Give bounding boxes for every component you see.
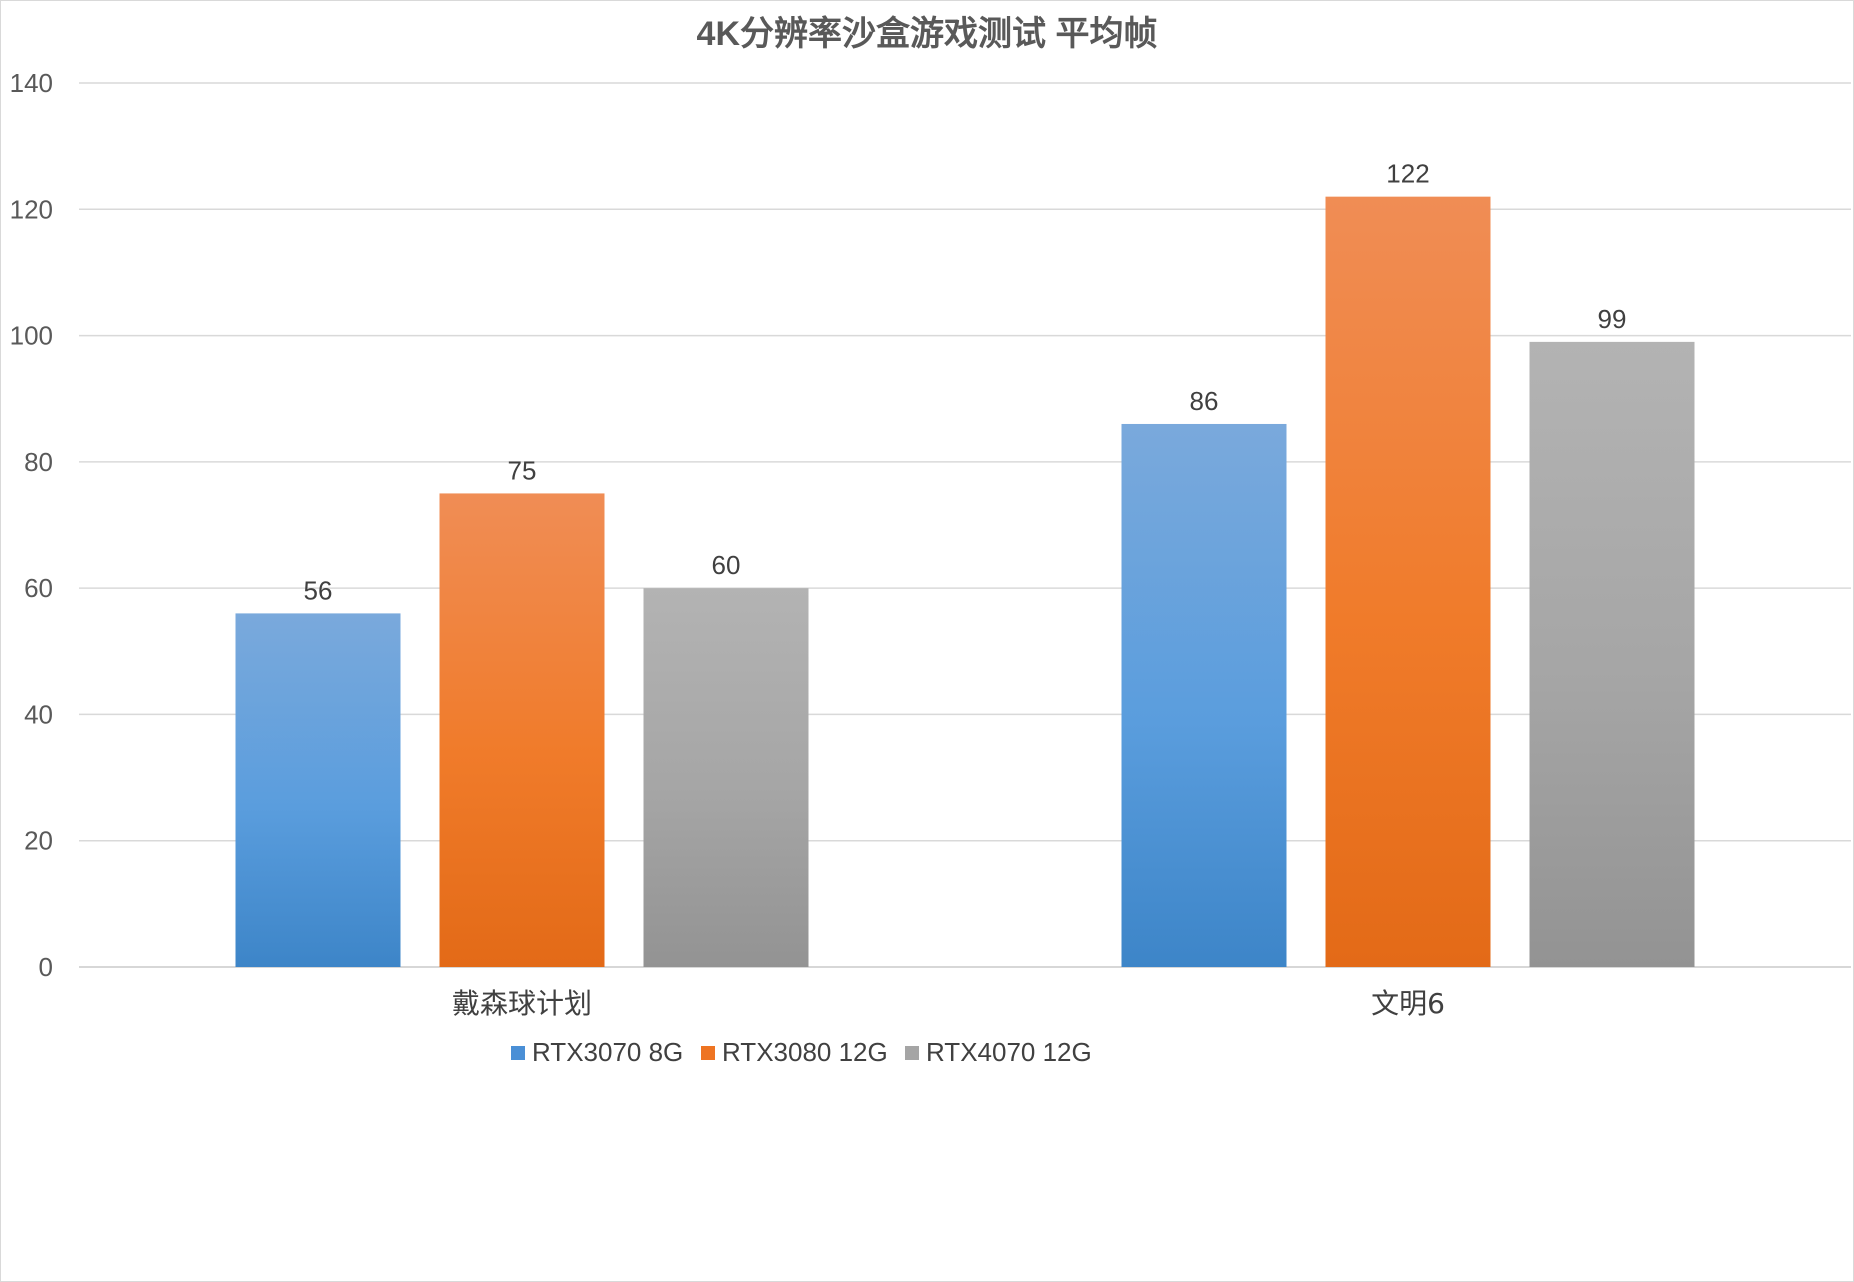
y-tick-label: 100 (10, 321, 53, 351)
bar-2-2 (1325, 196, 1491, 967)
bar-3-2 (1529, 341, 1695, 967)
y-tick-label: 120 (10, 194, 53, 224)
data-label: 75 (508, 455, 537, 485)
data-label: 60 (712, 550, 741, 580)
y-tick-label: 60 (24, 573, 53, 603)
bar-1-2 (1121, 423, 1287, 967)
data-label: 56 (304, 575, 333, 605)
bar-1-1 (235, 613, 401, 967)
y-tick-label: 40 (24, 699, 53, 729)
legend-label: RTX3080 12G (722, 1037, 888, 1067)
legend-swatch (511, 1046, 525, 1060)
data-label: 122 (1386, 159, 1429, 189)
y-tick-label: 0 (39, 952, 53, 982)
data-labels: 56 75 60 86 122 99 (304, 159, 1627, 606)
legend-label: RTX3070 8G (532, 1037, 683, 1067)
data-label: 86 (1190, 386, 1219, 416)
bar-3-1 (643, 588, 809, 967)
bar-2-1 (439, 493, 605, 967)
x-category-label: 戴森球计划 (452, 987, 592, 1020)
legend: RTX3070 8G RTX3080 12G RTX4070 12G (511, 1037, 1092, 1067)
y-axis-ticks: 0 20 40 60 80 100 120 140 (10, 68, 53, 982)
x-axis-categories: 戴森球计划 文明6 (452, 987, 1445, 1020)
y-tick-label: 20 (24, 826, 53, 856)
legend-swatch (905, 1046, 919, 1060)
y-tick-label: 140 (10, 68, 53, 98)
chart-title: 4K分辨率沙盒游戏测试 平均帧 (697, 14, 1158, 53)
y-tick-label: 80 (24, 447, 53, 477)
legend-swatch (701, 1046, 715, 1060)
data-label: 99 (1598, 304, 1627, 334)
x-category-label: 文明6 (1371, 987, 1445, 1020)
legend-label: RTX4070 12G (926, 1037, 1092, 1067)
bars (235, 196, 1695, 967)
